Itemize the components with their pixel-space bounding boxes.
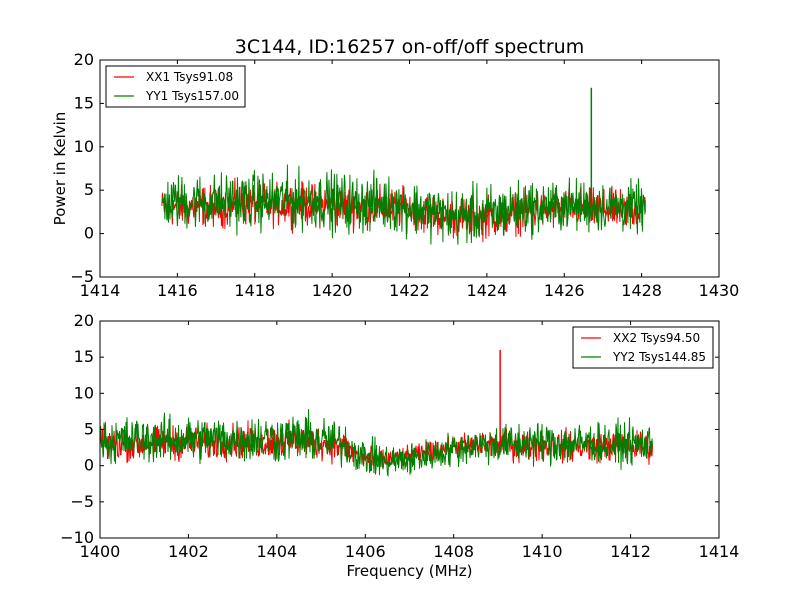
y-tick-label: 15 (74, 347, 94, 366)
y-axis-label: Power in Kelvin (51, 112, 69, 226)
x-tick-label: 1416 (157, 281, 198, 300)
x-tick-label: 1406 (345, 542, 386, 561)
y-tick-label: 5 (84, 180, 94, 199)
x-tick-label: 1414 (80, 281, 121, 300)
x-tick-label: 1430 (699, 281, 740, 300)
series-group (100, 349, 653, 477)
y-tick-label: 10 (74, 383, 94, 402)
legend: XX2 Tsys94.50 YY2 Tsys144.85 (572, 326, 714, 369)
series-line-yy1-tsys157-00 (161, 164, 646, 245)
x-axis-label: Frequency (MHz) (346, 562, 472, 580)
y-tick-label: 20 (74, 50, 94, 69)
x-tick-label: 1404 (256, 542, 297, 561)
x-tick-label: 1400 (80, 542, 121, 561)
y-tick-label: 0 (84, 456, 94, 475)
x-tick-label: 1424 (467, 281, 508, 300)
legend-entry-label: XX2 Tsys94.50 (613, 331, 700, 345)
y-tick-label: 0 (84, 224, 94, 243)
x-tick-label: 1420 (312, 281, 353, 300)
x-tick-label: 1426 (544, 281, 585, 300)
chart-title: 3C144, ID:16257 on-off/off spectrum (235, 36, 584, 58)
y-tick-label: −10 (60, 528, 94, 547)
x-tick-label: 1402 (168, 542, 209, 561)
x-tick-label: 1418 (234, 281, 275, 300)
y-tick-label: 10 (74, 137, 94, 156)
bottom-spectrum-plot: 1400 1402 1404 1406 1408 1410 1412 1414 −10 −5 0 5 1… (60, 311, 739, 580)
legend: XX1 Tsys91.08 YY1 Tsys157.00 (105, 65, 246, 108)
series-line-yy2-tsys144-85 (100, 409, 653, 477)
x-tick-label: 1412 (610, 542, 651, 561)
legend-entry-label: YY2 Tsys144.85 (612, 350, 706, 364)
x-tick-label: 1408 (433, 542, 474, 561)
y-tick-label: −5 (70, 492, 94, 511)
legend-entry-label: YY1 Tsys157.00 (145, 89, 239, 103)
legend-box (105, 65, 246, 108)
x-tick-label: 1410 (522, 542, 563, 561)
series-group (161, 87, 646, 245)
x-tick-label: 1414 (699, 542, 740, 561)
y-tick-label: 20 (74, 311, 94, 330)
top-spectrum-plot: 1414 1416 1418 1420 1422 1424 1426 1428 1430 −5 0 5… (51, 36, 739, 300)
legend-entry-label: XX1 Tsys91.08 (146, 70, 233, 84)
y-tick-label: −5 (70, 267, 94, 286)
y-tick-label: 15 (74, 93, 94, 112)
x-tick-label: 1428 (621, 281, 662, 300)
legend-box (572, 326, 714, 369)
y-tick-label: 5 (84, 420, 94, 439)
x-tick-label: 1422 (389, 281, 430, 300)
